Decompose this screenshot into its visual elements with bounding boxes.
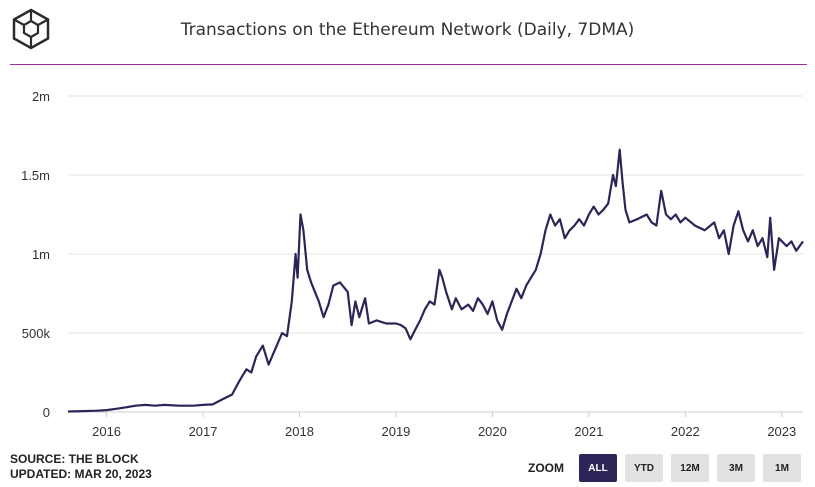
- chart-title: Transactions on the Ethereum Network (Da…: [180, 20, 635, 40]
- x-tick-label: 2019: [381, 424, 410, 439]
- updated-text: UPDATED: MAR 20, 2023: [10, 467, 152, 481]
- y-tick-label: 1m: [32, 247, 50, 262]
- y-tick-label: 1.5m: [21, 168, 50, 183]
- zoom-ytd-button[interactable]: YTD: [625, 454, 663, 482]
- zoom-3m-button[interactable]: 3M: [717, 454, 755, 482]
- x-tick-label: 2016: [92, 424, 121, 439]
- zoom-all-button[interactable]: ALL: [579, 454, 617, 482]
- zoom-label: ZOOM: [528, 461, 564, 475]
- x-tick-label: 2023: [767, 424, 796, 439]
- x-tick-label: 2020: [478, 424, 507, 439]
- title-divider: [10, 64, 807, 65]
- source-text: SOURCE: THE BLOCK: [10, 452, 139, 466]
- the-block-logo-icon: [12, 8, 50, 50]
- x-tick-label: 2018: [285, 424, 314, 439]
- zoom-1m-button[interactable]: 1M: [763, 454, 801, 482]
- y-tick-label: 0: [43, 405, 50, 420]
- y-tick-label: 500k: [22, 326, 51, 341]
- x-tick-label: 2021: [574, 424, 603, 439]
- zoom-12m-button[interactable]: 12M: [671, 454, 709, 482]
- x-tick-label: 2022: [671, 424, 700, 439]
- line-chart: 0 500k 1m 1.5m 2m 2016 2017 2018 2019 2020 2021 202…: [21, 89, 804, 439]
- x-tick-label: 2017: [189, 424, 218, 439]
- series-line: [67, 148, 804, 413]
- y-tick-label: 2m: [32, 89, 50, 104]
- source-note: SOURCE: THE BLOCK UPDATED: MAR 20, 2023: [10, 452, 152, 482]
